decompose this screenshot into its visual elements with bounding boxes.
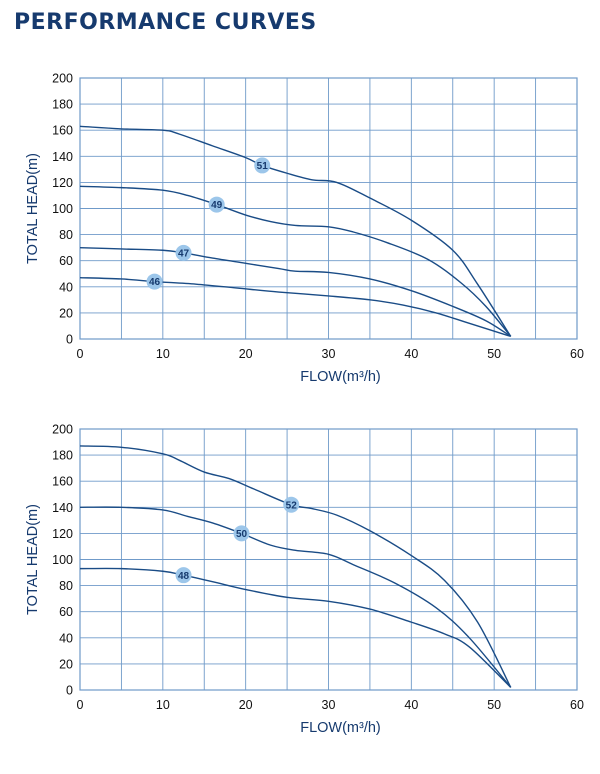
x-tick-label: 50 (487, 698, 501, 712)
y-tick-label: 20 (59, 657, 73, 671)
y-tick-label: 100 (52, 202, 73, 216)
series-badge-52: 52 (283, 496, 300, 513)
x-tick-label: 0 (77, 698, 84, 712)
y-tick-label: 40 (59, 631, 73, 645)
y-tick-label: 140 (52, 501, 73, 515)
y-tick-label: 180 (52, 449, 73, 463)
series-line-52 (79, 445, 512, 688)
y-tick-label: 160 (52, 124, 73, 138)
y-tick-label: 200 (52, 423, 73, 437)
x-tick-label: 30 (322, 347, 336, 361)
y-tick-label: 40 (59, 280, 73, 294)
y-axis-label: TOTAL HEAD(m) (25, 153, 41, 264)
series-label: 52 (286, 500, 298, 511)
series-badge-47: 47 (175, 244, 192, 261)
y-tick-label: 0 (66, 684, 73, 698)
series-badge-49: 49 (208, 196, 225, 213)
series-badge-circle (175, 244, 192, 261)
x-tick-label: 60 (570, 347, 584, 361)
plot-frame (79, 77, 578, 340)
series-line-51 (79, 125, 512, 337)
page-title: PERFORMANCE CURVES (14, 10, 317, 35)
y-tick-label: 140 (52, 150, 73, 164)
series-badge-50: 50 (233, 525, 250, 542)
y-tick-label: 100 (52, 553, 73, 567)
series-badge-46: 46 (146, 273, 163, 290)
y-tick-label: 180 (52, 98, 73, 112)
y-tick-label: 80 (59, 579, 73, 593)
x-tick-label: 50 (487, 347, 501, 361)
series-label: 46 (149, 277, 161, 288)
y-tick-label: 20 (59, 306, 73, 320)
series-line-47 (79, 246, 512, 337)
x-tick-label: 20 (239, 698, 253, 712)
plot-frame (79, 428, 578, 691)
performance-chart-top: 0 10 20 30 40 50 60 0 20 40 60 80 100 120 140 160 180 200… (25, 72, 584, 386)
x-tick-label: 40 (404, 698, 418, 712)
x-tick-label: 30 (322, 698, 336, 712)
performance-chart-bottom: 0 10 20 30 40 50 60 0 20 40 60 80 100 120 140 160 180 200… (25, 423, 584, 737)
series-label: 49 (211, 200, 223, 211)
x-tick-label: 10 (156, 347, 170, 361)
x-tick-label: 0 (77, 347, 84, 361)
y-axis-label: TOTAL HEAD(m) (25, 504, 41, 615)
y-tick-label: 60 (59, 605, 73, 619)
x-tick-label: 20 (239, 347, 253, 361)
x-tick-label: 40 (404, 347, 418, 361)
series-badge-circle (208, 196, 225, 213)
series-badge-circle (254, 157, 271, 174)
y-tick-label: 80 (59, 228, 73, 242)
x-axis-label: FLOW(m³/h) (300, 369, 381, 385)
y-tick-label: 200 (52, 72, 73, 86)
y-tick-label: 120 (52, 527, 73, 541)
series-badge-51: 51 (254, 157, 271, 174)
y-tick-label: 160 (52, 475, 73, 489)
series-badge-circle (233, 525, 250, 542)
x-axis-label: FLOW(m³/h) (300, 720, 381, 736)
series-label: 50 (236, 529, 248, 540)
y-tick-label: 60 (59, 254, 73, 268)
series-line-50 (79, 506, 512, 688)
series-label: 47 (178, 248, 190, 259)
y-tick-label: 120 (52, 176, 73, 190)
x-tick-label: 10 (156, 698, 170, 712)
series-badge-circle (146, 273, 163, 290)
series-badge-circle (175, 567, 192, 584)
series-line-48 (79, 567, 512, 688)
series-label: 51 (257, 161, 269, 172)
series-label: 48 (178, 571, 190, 582)
series-badge-circle (283, 496, 300, 513)
grid (80, 78, 577, 339)
series-badge-48: 48 (175, 567, 192, 584)
x-tick-label: 60 (570, 698, 584, 712)
grid (80, 429, 577, 690)
series-line-49 (79, 185, 512, 337)
y-tick-label: 0 (66, 333, 73, 347)
